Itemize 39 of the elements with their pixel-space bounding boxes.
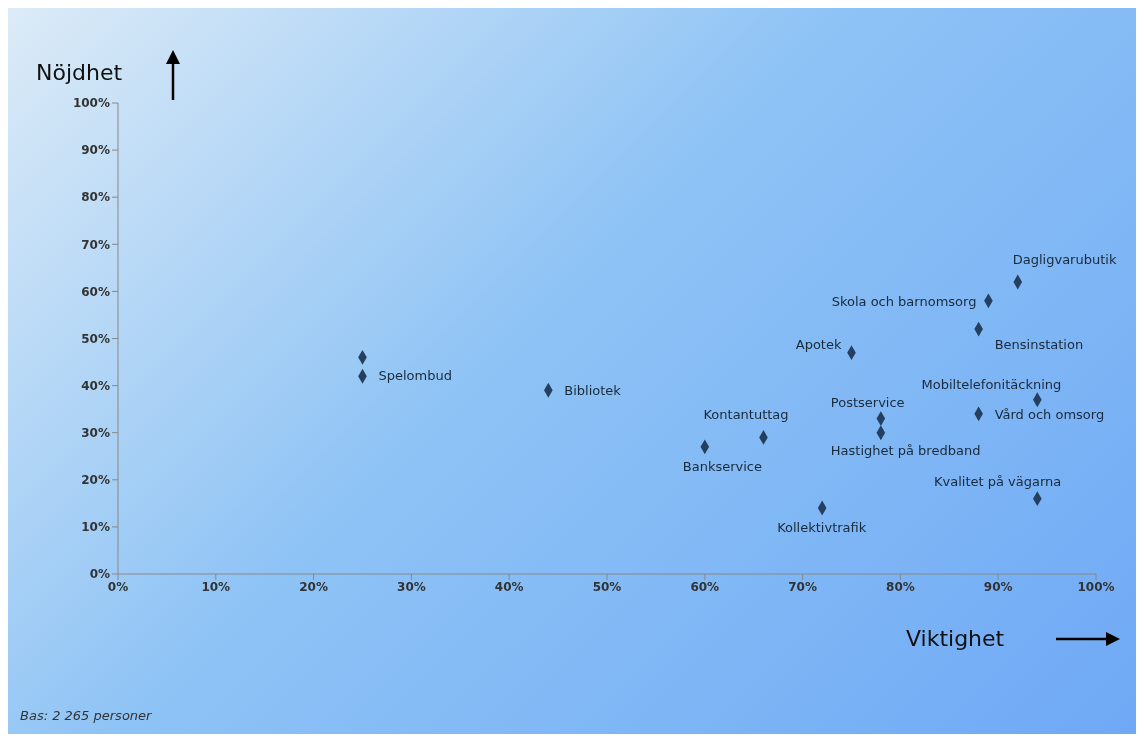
annotation: Apotek [795,336,842,352]
annotation: Skola och barnomsorg [831,293,977,309]
y-axis-title: Nöjdhet [36,60,123,85]
annotation: Spelombud [378,368,452,384]
x-tick-label: 40% [494,579,524,594]
annotation: Kollektivtrafik [777,520,867,536]
y-tick-label: 70% [81,237,110,252]
y-tick-label: 30% [81,425,110,440]
annotation: Bensinstation [994,337,1084,353]
x-tick-label: 20% [299,579,328,594]
x-tick-label: 0% [107,579,129,594]
annotation: Dagligvarubutik [1012,251,1117,267]
y-tick-label: 20% [81,473,110,488]
annotation: Bankservice [682,458,763,474]
x-tick-label: 60% [690,579,720,594]
y-tick-label: 60% [81,284,110,299]
annotation: Vård och omsorg [994,406,1105,422]
annotation: Mobiltelefonitäckning [921,376,1062,392]
x-tick-label: 80% [886,579,915,594]
y-tick-label: 0% [89,567,110,582]
y-tick-label: 50% [81,331,110,346]
y-tick-label: 80% [81,190,110,205]
y-tick-label: 40% [81,378,110,393]
x-tick-label: 50% [592,579,622,594]
x-axis-title: Viktighet [906,626,1005,651]
y-tick-label: 10% [81,520,110,535]
annotation: Bibliotek [564,383,622,399]
x-tick-label: 10% [201,579,231,594]
x-tick-label: 30% [397,579,426,594]
text: Bas: 2 265 personer [20,708,154,723]
annotation: Kvalitet på vägarna [934,473,1062,489]
y-tick-label: 100% [72,96,110,111]
y-tick-label: 90% [81,143,110,158]
x-tick-label: 90% [983,579,1013,594]
x-tick-label: 100% [1077,579,1115,594]
annotation: Postservice [830,394,905,410]
x-tick-label: 70% [788,579,817,594]
annotation: Hastighet på bredband [830,442,981,458]
annotation: Kontantuttag [703,407,789,423]
